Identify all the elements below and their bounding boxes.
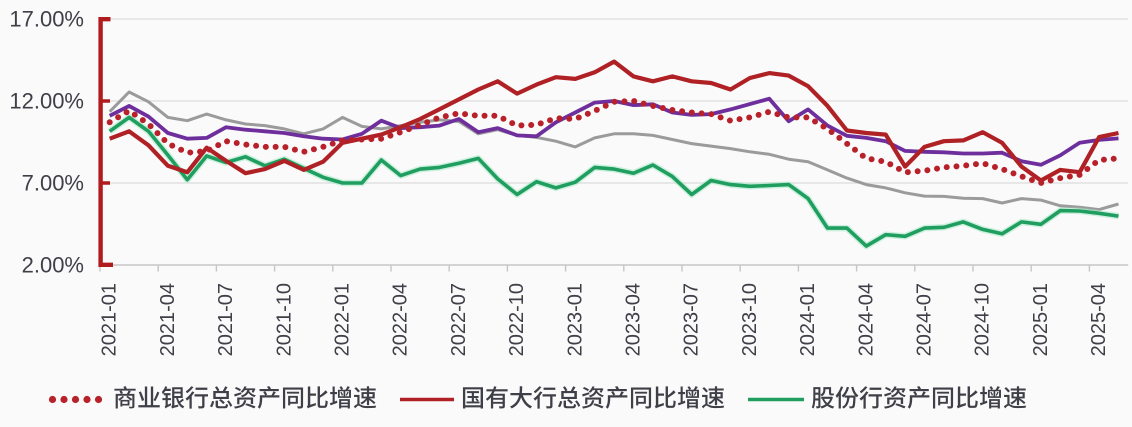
svg-text:2021-01: 2021-01	[99, 283, 121, 356]
svg-text:2022-07: 2022-07	[448, 283, 470, 356]
svg-text:2021-07: 2021-07	[215, 283, 237, 356]
svg-text:2024-04: 2024-04	[855, 283, 877, 356]
svg-text:12.00%: 12.00%	[9, 89, 84, 114]
svg-text:2022-10: 2022-10	[506, 283, 528, 356]
svg-text:2025-04: 2025-04	[1088, 283, 1110, 356]
svg-text:2023-01: 2023-01	[564, 283, 586, 356]
svg-text:2024-07: 2024-07	[914, 283, 936, 356]
svg-text:17.00%: 17.00%	[9, 7, 84, 32]
svg-text:2022-01: 2022-01	[332, 283, 354, 356]
svg-text:2023-10: 2023-10	[739, 283, 761, 356]
svg-text:2023-04: 2023-04	[623, 283, 645, 356]
svg-text:2022-04: 2022-04	[390, 283, 412, 356]
svg-text:7.00%: 7.00%	[22, 171, 84, 196]
svg-text:2021-10: 2021-10	[273, 283, 295, 356]
svg-text:2024-01: 2024-01	[797, 283, 819, 356]
svg-text:2021-04: 2021-04	[157, 283, 179, 356]
svg-text:2025-01: 2025-01	[1030, 283, 1052, 356]
svg-text:2024-10: 2024-10	[972, 283, 994, 356]
svg-text:2.00%: 2.00%	[22, 253, 84, 278]
svg-text:2023-07: 2023-07	[681, 283, 703, 356]
